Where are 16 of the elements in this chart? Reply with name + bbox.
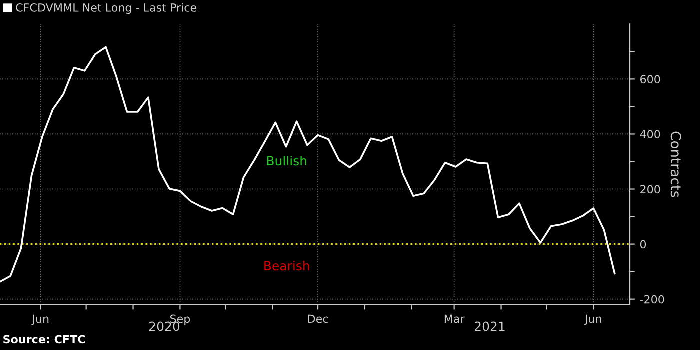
y-tick-label: 0: [640, 240, 646, 249]
x-tick-label: Jun: [32, 314, 49, 326]
y-tick-label: -200: [640, 295, 664, 304]
line-series: [0, 46, 616, 283]
y-tick-label: 600: [640, 75, 660, 84]
x-tick-label: Mar: [444, 314, 465, 324]
annotation: Bearish: [264, 261, 310, 271]
legend-label: CFCDVMML Net Long - Last Price: [16, 3, 197, 14]
y-tick-label: 400: [640, 130, 660, 139]
source-note: Source: CFTC: [4, 335, 86, 344]
text: 2021: [475, 322, 505, 332]
y-tick-label: 200: [640, 185, 660, 194]
x-tick-label: Dec: [308, 314, 328, 324]
annotation: Bullish: [267, 156, 306, 166]
x-tick-label: Jun: [584, 314, 602, 326]
y-axis-title: Contracts: [670, 132, 682, 198]
